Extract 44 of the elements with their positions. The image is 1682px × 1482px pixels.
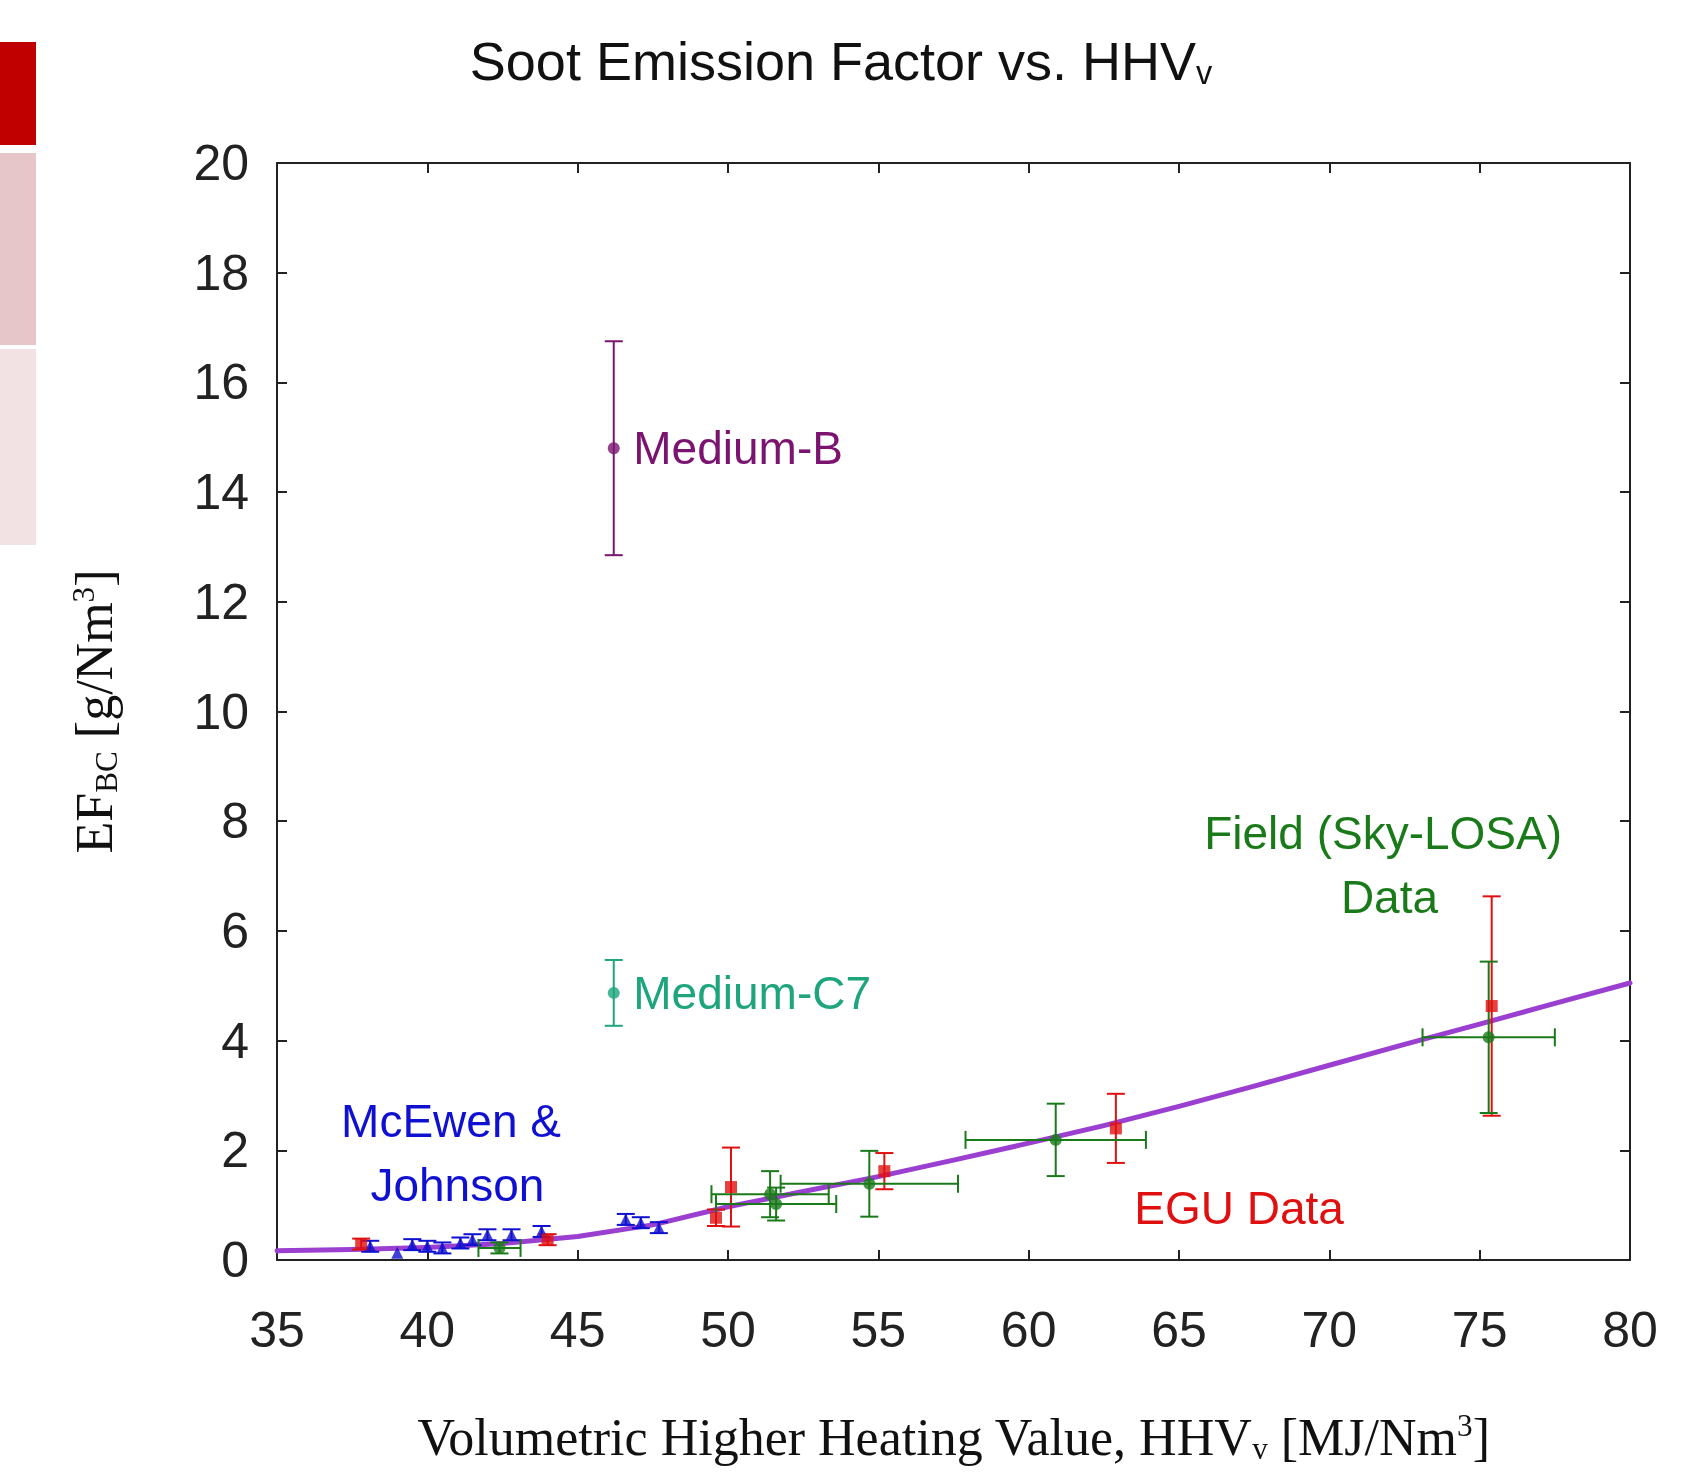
point	[355, 1238, 368, 1251]
y-tick-label: 2	[221, 1122, 249, 1179]
x-tick-label: 55	[850, 1302, 907, 1358]
y-tick-label: 18	[193, 244, 249, 301]
point	[541, 1233, 554, 1246]
y-axis-title: EFBC [g/Nm3]	[65, 569, 124, 854]
point	[1109, 1122, 1122, 1135]
x-tick-label: 50	[700, 1302, 756, 1358]
point	[878, 1165, 891, 1178]
series-label: McEwen & Johnson	[341, 1095, 574, 1212]
x-tick-label: 80	[1602, 1302, 1658, 1358]
point	[770, 1198, 783, 1211]
x-tick-label: 65	[1151, 1302, 1207, 1358]
x-tick-label: 45	[549, 1302, 606, 1358]
y-tick-label: 12	[193, 573, 249, 630]
series-label: Medium-B	[633, 422, 843, 475]
x-tick-label: 75	[1451, 1302, 1508, 1358]
y-tick-label: 8	[221, 793, 249, 850]
y-tick-label: 16	[193, 354, 249, 411]
y-tick-label: 14	[193, 464, 249, 521]
y-tick-label: 20	[193, 135, 249, 191]
point	[607, 442, 620, 455]
series-label: Medium-C7	[633, 966, 872, 1019]
point	[764, 1188, 777, 1201]
y-tick-label: 10	[193, 683, 249, 740]
x-tick-label: 40	[399, 1302, 456, 1358]
point	[454, 1237, 467, 1249]
point	[607, 986, 620, 999]
y-tick-label: 6	[221, 902, 249, 959]
x-tick-label: 60	[1000, 1302, 1057, 1358]
point	[1049, 1133, 1062, 1146]
point	[709, 1211, 722, 1224]
point	[863, 1177, 876, 1190]
chart-title: Soot Emission Factor vs. HHVv	[469, 31, 1213, 92]
series-label: EGU Data	[1134, 1181, 1345, 1234]
point	[1485, 1000, 1498, 1013]
point	[1482, 1031, 1495, 1044]
point	[391, 1246, 404, 1259]
y-tick-label: 4	[221, 1012, 249, 1069]
x-tick-label: 70	[1301, 1302, 1358, 1358]
x-tick-label: 35	[249, 1302, 305, 1358]
y-tick-label: 0	[221, 1232, 249, 1288]
text: Field (Sky-LOSA) Data	[1204, 807, 1575, 924]
point	[725, 1181, 738, 1194]
